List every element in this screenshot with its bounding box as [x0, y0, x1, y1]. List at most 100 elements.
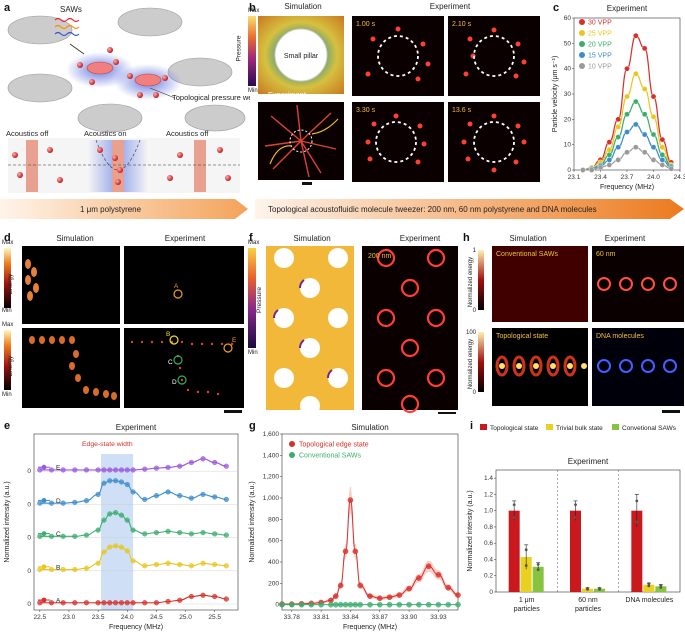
- i-bar: [532, 566, 544, 592]
- i-cat-label-2: particles: [575, 606, 602, 613]
- e-point: [37, 600, 43, 606]
- c-ytick-label: 50: [564, 40, 572, 47]
- g-point: [406, 601, 412, 608]
- g-ytick-label: 600: [268, 538, 279, 545]
- c-point: [633, 32, 639, 39]
- f-sim-title: Simulation: [293, 234, 331, 243]
- wells-label-text: Topological pressure wells: [172, 93, 250, 102]
- e-point: [177, 463, 183, 469]
- pt-a: A: [174, 283, 179, 290]
- c-point: [633, 121, 639, 128]
- e-point: [188, 563, 194, 569]
- h-ne2: Normalized energy: [468, 339, 474, 389]
- i-legend-label: Convetional SAWs: [622, 425, 677, 432]
- b-sim-title: Simulation: [284, 2, 322, 11]
- e-point: [48, 500, 55, 506]
- e-title: Experiment: [116, 423, 157, 432]
- e-point: [142, 563, 148, 569]
- e-legend-label: D: [56, 498, 61, 505]
- i-ytick-label: 0.2: [484, 573, 493, 580]
- chart-e: Experiment 22.5 23.0 23.5 24.0 24.5 25.0 25.5 Fr…: [4, 423, 239, 631]
- c-point: [650, 157, 657, 163]
- c-point: [650, 131, 657, 138]
- g-point: [367, 593, 373, 599]
- c-xtick-label: 24.3: [674, 174, 685, 181]
- e-point: [200, 491, 206, 498]
- i-bar: [643, 584, 655, 592]
- e-point: [212, 593, 218, 600]
- i-dot: [574, 503, 577, 507]
- i-bar: [631, 510, 643, 592]
- e-point: [130, 600, 136, 606]
- e-frame: [33, 433, 239, 611]
- c-point: [641, 149, 648, 156]
- g-point: [337, 601, 344, 608]
- e-point: [118, 544, 125, 550]
- c-xtick-label: 24.0: [647, 174, 660, 181]
- acoustic-states: [8, 138, 240, 193]
- c-point: [615, 134, 621, 140]
- pt-e: E: [232, 337, 237, 344]
- c-point: [615, 144, 621, 150]
- e-point: [130, 467, 136, 473]
- d-min1: Min: [2, 308, 12, 314]
- e-point: [72, 600, 78, 606]
- c-point: [659, 157, 666, 163]
- h-hundred: 100: [466, 330, 477, 336]
- g-point: [347, 601, 354, 608]
- i-dot: [524, 564, 528, 567]
- e-xtick-label: 23.0: [63, 614, 76, 621]
- g-point: [386, 601, 393, 608]
- i-ytick-label: 0: [489, 589, 493, 596]
- g-legend-marker: [289, 452, 295, 458]
- banner-right-arrow: [255, 199, 684, 219]
- banner-right: Topological acoustofluidic molecule twee…: [268, 205, 597, 214]
- e-point: [130, 558, 136, 564]
- c-point: [624, 65, 630, 72]
- acoustics-off-1: Acoustics off: [6, 129, 49, 138]
- e-point: [72, 467, 78, 473]
- e-legend-marker: [41, 531, 47, 536]
- e-point: [223, 596, 229, 602]
- g-xtick-label: 33.90: [401, 614, 418, 621]
- g-point: [352, 601, 359, 608]
- e-point: [95, 560, 101, 566]
- g-point: [357, 582, 364, 589]
- e-point: [223, 532, 229, 538]
- c-point: [659, 151, 666, 158]
- saw-arrows: [54, 17, 85, 55]
- g-xlabel: Frequency (MHz): [343, 624, 397, 631]
- h-zero2: 0: [473, 390, 477, 396]
- panel-c-letter: c: [553, 2, 560, 14]
- g-point: [396, 592, 403, 598]
- i-legend-label: Topological state: [490, 425, 539, 432]
- e-point: [124, 517, 130, 523]
- e-point: [37, 467, 43, 473]
- b-max: Max: [248, 8, 260, 14]
- c-point: [668, 165, 674, 172]
- h-zero1: 0: [473, 308, 477, 314]
- i-ytick-label: 0.4: [484, 556, 493, 563]
- g-point: [376, 595, 383, 602]
- h-60nm: 60 nm: [596, 251, 616, 258]
- g-ytick-label: 800: [268, 516, 279, 523]
- h-topo: Topological state: [496, 333, 548, 340]
- i-dot: [512, 516, 516, 519]
- g-point: [445, 601, 452, 608]
- e-point: [107, 478, 113, 484]
- c-legend-marker: [579, 63, 585, 69]
- e-point: [223, 563, 229, 569]
- f-size-label: 200 nm: [368, 253, 392, 260]
- c-xtick-label: 23.4: [594, 174, 607, 181]
- i-dot: [598, 587, 601, 591]
- i-legend-swatch: [480, 424, 487, 430]
- e-xtick-label: 24.0: [121, 614, 134, 621]
- e-point: [177, 530, 183, 536]
- panel-g-letter: g: [249, 420, 256, 432]
- g-ytick-label: 200: [268, 580, 279, 587]
- c-point: [624, 111, 630, 118]
- c-point: [633, 98, 639, 105]
- c-title: Experiment: [607, 4, 648, 13]
- e-point: [72, 499, 78, 506]
- e-point: [37, 500, 43, 506]
